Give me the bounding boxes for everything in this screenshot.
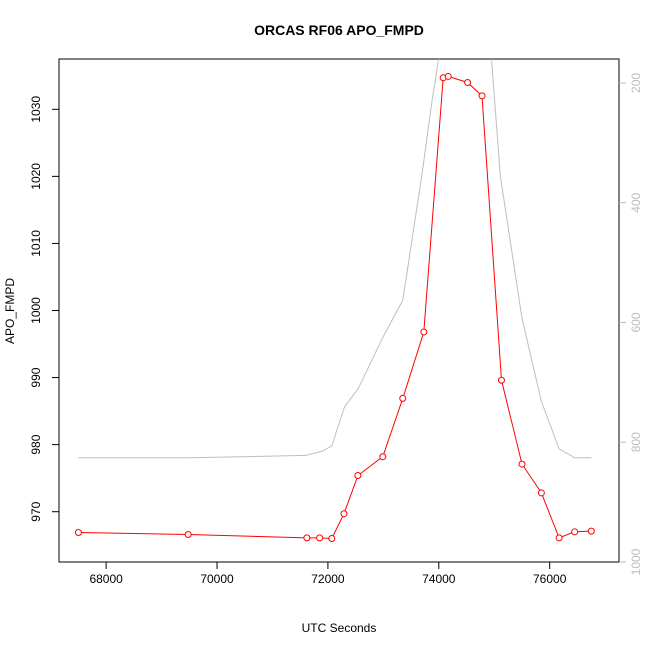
data-point <box>478 92 486 100</box>
x-tick-label: 72000 <box>311 572 345 586</box>
x-tick-label: 76000 <box>533 572 567 586</box>
plot-area <box>74 59 595 543</box>
x-tick-label: 74000 <box>422 572 456 586</box>
y-tick-label: 970 <box>29 501 43 521</box>
data-point <box>518 460 526 468</box>
y-tick-label: 980 <box>29 434 43 454</box>
y-axis-left: 970 980 990 1000 1010 1020 1030 <box>29 96 59 522</box>
y-tick-label: 1010 <box>29 230 43 257</box>
data-point <box>184 531 192 539</box>
series-line <box>78 75 592 540</box>
data-point <box>379 453 387 461</box>
data-point <box>328 535 336 543</box>
data-point <box>316 534 324 542</box>
y2-tick-label: 1000 <box>629 548 643 575</box>
y-tick-label: 1020 <box>29 163 43 190</box>
x-tick-label: 70000 <box>200 572 234 586</box>
y-axis-right: 200 400 600 800 1000 <box>619 73 643 575</box>
series-line <box>78 59 592 459</box>
data-point <box>464 78 472 86</box>
data-point <box>537 489 545 497</box>
y-tick-label: 1000 <box>29 297 43 324</box>
data-point <box>399 394 407 402</box>
chart-title: ORCAS RF06 APO_FMPD <box>254 22 424 38</box>
data-point <box>420 328 428 336</box>
y-tick-label: 990 <box>29 367 43 387</box>
x-axis: 68000 70000 72000 74000 76000 <box>89 562 567 586</box>
y-tick-label: 1030 <box>29 96 43 123</box>
data-point <box>74 528 82 536</box>
x-tick-label: 68000 <box>89 572 123 586</box>
plot-frame <box>58 58 620 563</box>
y-axis-label: APO_FMPD <box>3 278 17 344</box>
data-point <box>340 510 348 518</box>
data-point <box>303 534 311 542</box>
data-point <box>587 527 595 535</box>
y2-tick-label: 200 <box>629 73 643 93</box>
data-point <box>354 471 362 479</box>
y2-tick-label: 600 <box>629 312 643 332</box>
data-point <box>444 72 452 80</box>
data-point <box>497 376 505 384</box>
data-point <box>571 528 579 536</box>
x-axis-label: UTC Seconds <box>302 621 377 635</box>
y2-tick-label: 400 <box>629 192 643 212</box>
data-point <box>555 534 563 542</box>
y2-tick-label: 800 <box>629 432 643 452</box>
